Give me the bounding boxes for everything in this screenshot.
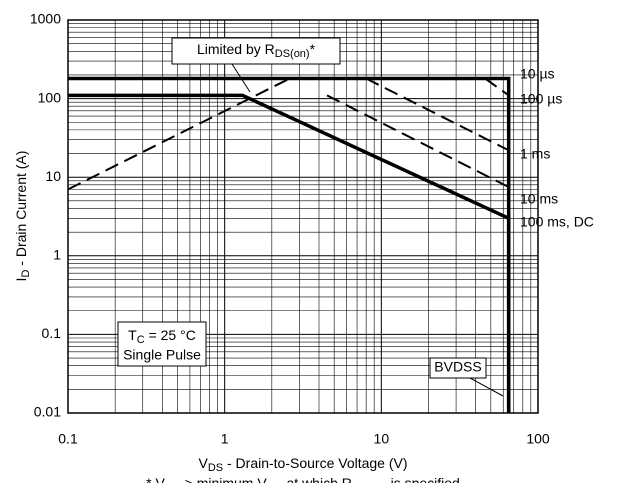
footnote-part: > minimum V bbox=[181, 475, 268, 483]
y-tick-label: 0.01 bbox=[34, 404, 61, 420]
conditions-box bbox=[117, 321, 207, 367]
y-axis-label: ID - Drain Current (A) bbox=[13, 151, 32, 282]
x-axis-label: VDS - Drain-to-Source Voltage (V) bbox=[198, 455, 407, 474]
y-axis-label-part: D bbox=[20, 270, 32, 278]
footnote-part: * V bbox=[146, 475, 165, 483]
y-tick-label: 100 bbox=[38, 89, 62, 105]
x-axis-label-part: DS bbox=[208, 462, 223, 474]
conditions-label-part: C bbox=[137, 334, 145, 346]
footnote-part: is specified bbox=[387, 475, 460, 483]
conditions-line2: Single Pulse bbox=[123, 347, 201, 363]
grid bbox=[67, 19, 539, 414]
bvdss-label: BVDSS bbox=[434, 359, 481, 375]
series-label: 100 ms, DC bbox=[520, 214, 594, 230]
footnote: * VGS > minimum VGS at which RDS(on) is … bbox=[146, 475, 460, 483]
limit-label-part: Limited by R bbox=[197, 41, 275, 57]
bvdss-arrow bbox=[469, 377, 504, 397]
conditions-label-part: = 25 °C bbox=[145, 327, 196, 343]
x-tick-label: 100 bbox=[526, 431, 550, 447]
x-tick-label: 1 bbox=[221, 431, 229, 447]
bvdss-box bbox=[429, 357, 487, 379]
x-tick-label: 10 bbox=[374, 431, 390, 447]
y-axis-label-part: I bbox=[13, 278, 29, 282]
limit-label: Limited by RDS(on)* bbox=[197, 41, 316, 60]
footnote-part: at which R bbox=[283, 475, 352, 483]
series-label: 100 µs bbox=[520, 91, 562, 107]
footnote-part: DS(on) bbox=[352, 482, 387, 483]
series-label: 10 ms bbox=[520, 191, 558, 207]
footnote-part: GS bbox=[267, 482, 283, 483]
series-line bbox=[326, 94, 510, 188]
limit-label-part: DS(on) bbox=[275, 48, 310, 60]
conditions-label-part: T bbox=[128, 327, 137, 343]
x-axis-label-part: - Drain-to-Source Voltage (V) bbox=[223, 455, 407, 471]
footnote-part: GS bbox=[165, 482, 181, 483]
lines bbox=[67, 76, 511, 413]
plot-frame bbox=[67, 19, 539, 414]
texts: 0.1 1 10 100 0.01 0.1 1 10 100 1000 10 µs 100 µs 1 m… bbox=[13, 11, 594, 483]
limit-box bbox=[171, 37, 341, 65]
y-tick-label: 10 bbox=[45, 168, 61, 184]
limit-label-part: * bbox=[310, 41, 316, 57]
limit-arrow bbox=[231, 63, 251, 93]
series-label: 1 ms bbox=[520, 146, 550, 162]
y-tick-label: 1000 bbox=[30, 11, 61, 27]
conditions-label: TC = 25 °C bbox=[128, 327, 196, 346]
series-line bbox=[68, 93, 511, 413]
series-line bbox=[365, 77, 510, 152]
series-label: 10 µs bbox=[520, 66, 555, 82]
y-tick-label: 1 bbox=[53, 247, 61, 263]
x-tick-label: 0.1 bbox=[58, 431, 78, 447]
y-axis-label-part: - Drain Current (A) bbox=[13, 151, 29, 270]
series-line bbox=[484, 77, 510, 97]
x-axis-label-part: V bbox=[198, 455, 208, 471]
y-tick-label: 0.1 bbox=[42, 325, 62, 341]
